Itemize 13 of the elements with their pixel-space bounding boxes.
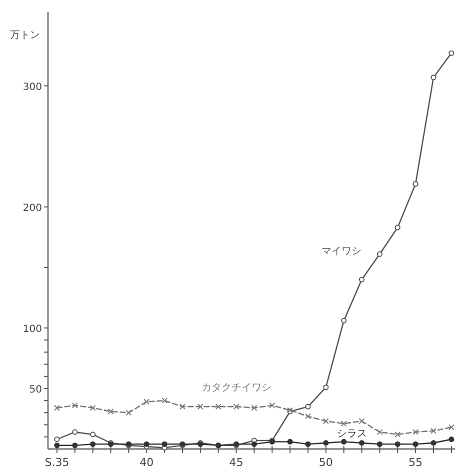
series-label: マイワシ — [322, 246, 362, 258]
y-tick-label: 100 — [22, 324, 42, 335]
x-tick-label: 40 — [140, 456, 154, 469]
series-label: カタクチイワシ — [201, 382, 272, 394]
x-tick-label: 45 — [229, 456, 244, 469]
y-tick-label: 200 — [22, 202, 42, 214]
y-tick-label: 300 — [22, 82, 42, 93]
y-tick-label: 50 — [29, 384, 42, 396]
series-label: シラス — [336, 428, 367, 440]
y-axis-title: 万トン — [10, 30, 40, 41]
x-tick-label: S.35 — [44, 456, 70, 469]
x-tick-label: 55 — [408, 456, 423, 469]
x-tick-label: 50 — [318, 456, 333, 469]
